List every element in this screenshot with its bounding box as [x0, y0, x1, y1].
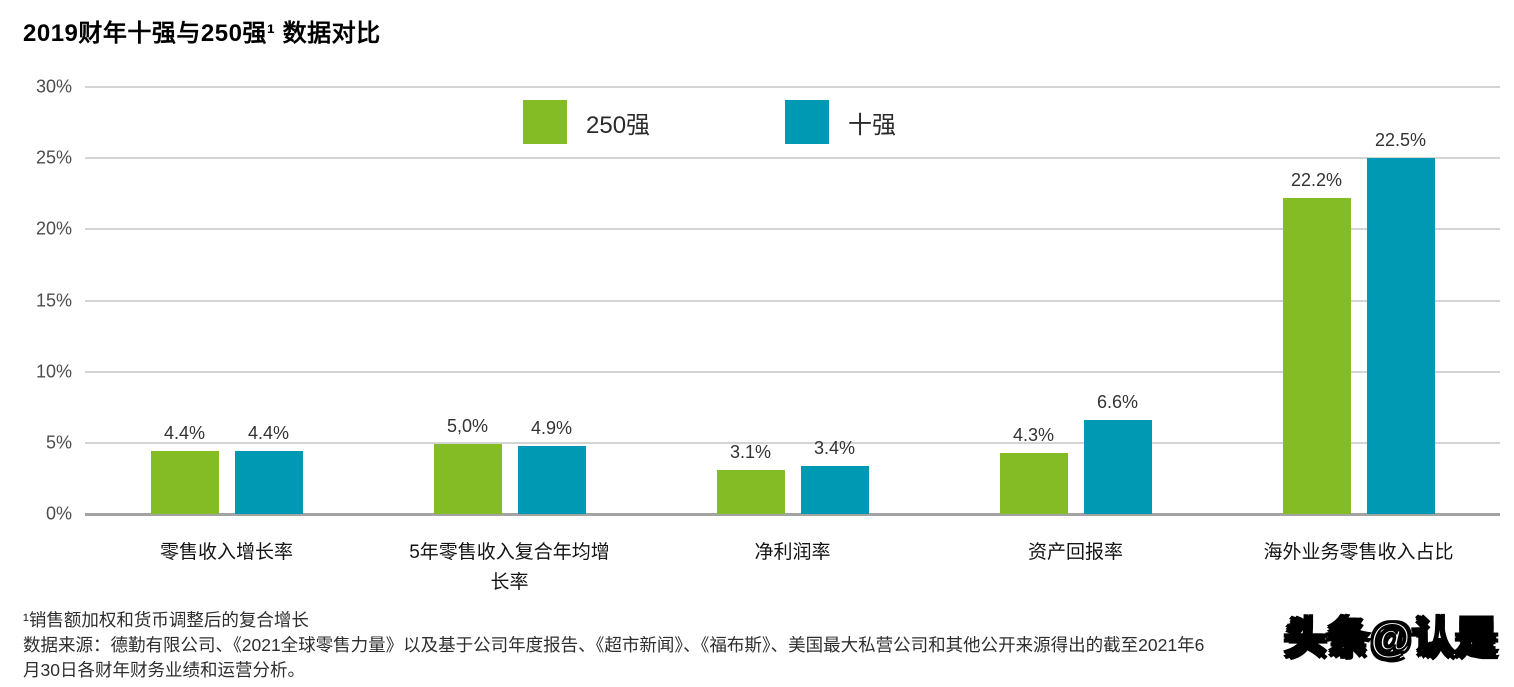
bar-wrapper: 4.4%: [150, 87, 219, 514]
footnote-3: 月30日各财年财务业绩和运营分析。: [23, 660, 305, 680]
y-axis-tick-label: 10%: [35, 361, 72, 382]
bar-250强: [716, 469, 785, 514]
gridline: [85, 228, 1500, 231]
bar-group: 4.3% 6.6%: [934, 87, 1217, 514]
category-label: 零售收入增长率: [159, 542, 293, 563]
y-axis-tick-label: 25%: [35, 147, 72, 168]
gridline: [85, 513, 1500, 516]
bar-wrapper: 4.9%: [517, 87, 586, 514]
bar-value-label: 6.6%: [1096, 392, 1139, 413]
bar-wrapper: 6.6%: [1083, 87, 1152, 514]
legend-swatch-十强: [785, 100, 830, 144]
bar-value-label: 4.4%: [247, 423, 290, 444]
bars-layer: 4.4% 4.4% 5,0% 4.9% 3.1% 3.4% 4.3% 6.6% 22.2% 22.…: [85, 87, 1500, 514]
bar-十强: [800, 465, 869, 514]
legend-item-十强: 十强: [785, 100, 896, 144]
bar-十强: [1366, 158, 1435, 514]
legend: 250强 十强: [523, 100, 896, 144]
bar-十强: [517, 445, 586, 514]
footnote-1: ¹销售额加权和货币调整后的复合增长: [23, 610, 309, 630]
footnote-2: 数据来源：德勤有限公司、《2021全球零售力量》以及基于公司年度报告、《超市新闻…: [23, 635, 1205, 655]
bar-value-label: 4.9%: [530, 417, 573, 438]
y-axis-tick-label: 5%: [45, 432, 72, 453]
bar-250强: [1282, 198, 1351, 514]
y-axis-tick-label: 30%: [35, 76, 72, 97]
gridline: [85, 157, 1500, 160]
bar-value-label: 5,0%: [446, 416, 489, 437]
gridline: [85, 86, 1500, 88]
bar-250强: [433, 444, 502, 514]
bar-group: 22.2% 22.5%: [1217, 87, 1500, 514]
bar-十强: [234, 451, 303, 514]
bar-wrapper: 3.1%: [716, 87, 785, 514]
category-label: 海外业务零售收入占比: [1263, 542, 1454, 563]
legend-item-250强: 250强: [523, 100, 650, 144]
bar-250强: [999, 452, 1068, 514]
y-axis-tick-label: 20%: [35, 218, 72, 239]
category-label: 净利润率: [754, 542, 831, 563]
bar-wrapper: 22.2%: [1282, 87, 1351, 514]
gridline: [85, 370, 1500, 373]
category-axis: 零售收入增长率 5年零售收入复合年均增长率 净利润率 资产回报率 海外业务零售收入占比: [85, 538, 1500, 599]
bar-value-label: 3.4%: [813, 437, 856, 458]
bar-wrapper: 22.5%: [1366, 87, 1435, 514]
footnotes: ¹销售额加权和货币调整后的复合增长 数据来源：德勤有限公司、《2021全球零售力…: [23, 608, 1493, 683]
bar-十强: [1083, 420, 1152, 514]
plot-area: 30% 25% 20% 15% 10% 5% 0% 4.4% 4.4% 5,0% 4.9% 3.1%…: [36, 77, 1500, 524]
bar-value-label: 4.4%: [163, 423, 206, 444]
legend-label-250强: 250强: [586, 111, 651, 139]
bar-group: 3.1% 3.4%: [651, 87, 934, 514]
category-label: 5年零售收入复合年均增长率: [409, 542, 610, 594]
bar-group: 5,0% 4.9%: [368, 87, 651, 514]
legend-label-十强: 十强: [848, 111, 897, 139]
bar-wrapper: 4.3%: [999, 87, 1068, 514]
bar-250强: [150, 451, 219, 514]
bar-value-label: 4.3%: [1012, 424, 1055, 445]
gridline: [85, 299, 1500, 302]
bar-group: 4.4% 4.4%: [85, 87, 368, 514]
gridline: [85, 441, 1500, 444]
bar-wrapper: 5,0%: [433, 87, 502, 514]
bar-value-label: 22.2%: [1290, 170, 1343, 191]
bar-value-label: 22.5%: [1374, 130, 1427, 151]
watermark: 头条@认是: [1283, 613, 1498, 662]
bar-wrapper: 4.4%: [234, 87, 303, 514]
y-axis-tick-label: 15%: [35, 290, 72, 310]
category-label: 资产回报率: [1027, 542, 1123, 563]
bar-wrapper: 3.4%: [800, 87, 869, 514]
chart-title: 2019财年十强与250强¹ 数据对比: [23, 20, 381, 47]
legend-swatch-250强: [523, 100, 567, 144]
y-axis-tick-label: 0%: [45, 503, 72, 524]
bar-value-label: 3.1%: [729, 441, 772, 462]
